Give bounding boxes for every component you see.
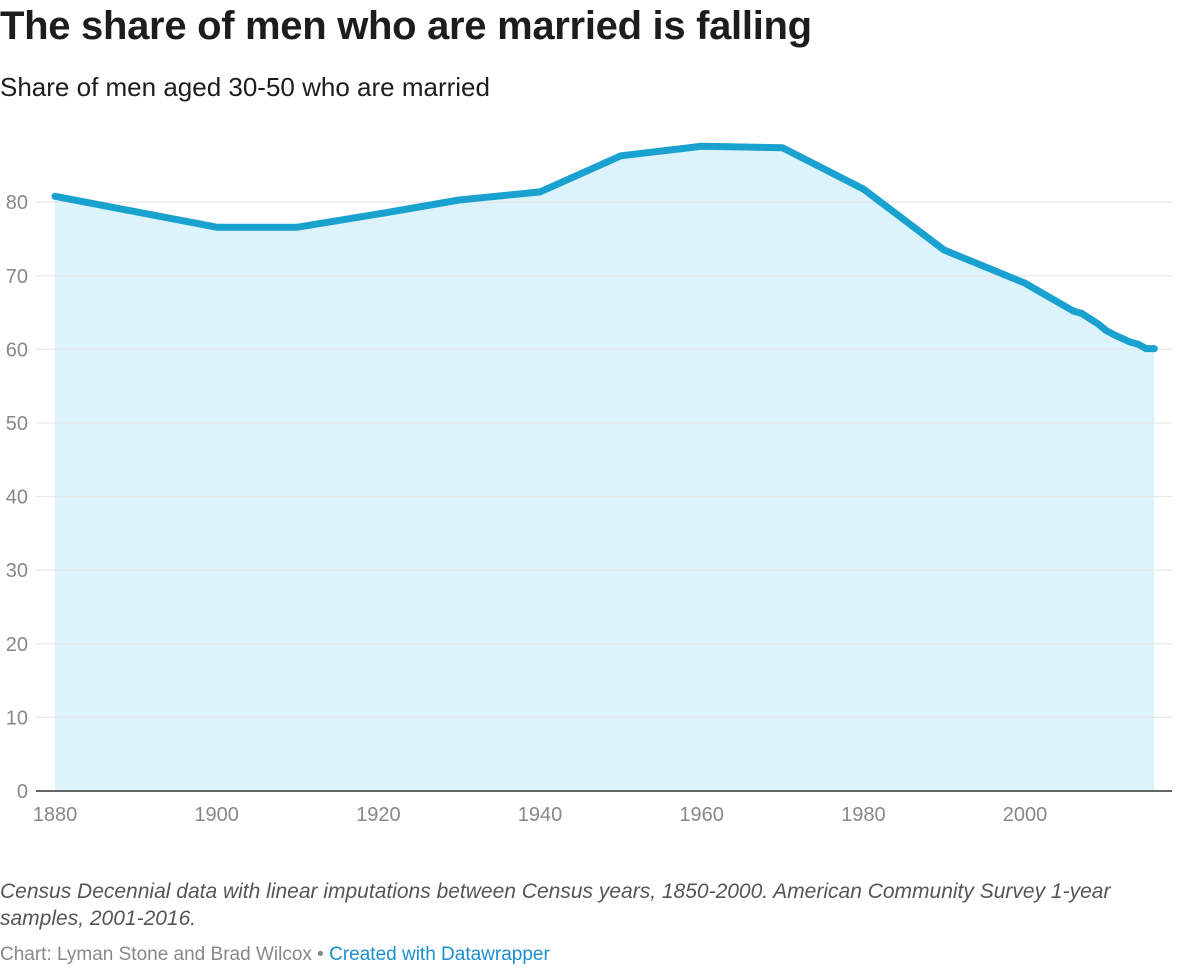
x-tick-label: 2000 <box>1003 804 1048 826</box>
x-tick-label: 1880 <box>33 804 78 826</box>
datawrapper-link[interactable]: Created with Datawrapper <box>329 944 550 965</box>
y-tick-label: 30 <box>6 560 28 582</box>
y-tick-label: 60 <box>6 339 28 361</box>
y-tick-label: 0 <box>17 781 28 803</box>
x-tick-label: 1940 <box>518 804 563 826</box>
y-tick-label: 10 <box>6 707 28 729</box>
y-tick-label: 80 <box>6 192 28 214</box>
chart-subtitle: Share of men aged 30-50 who are married <box>0 72 490 102</box>
area-fill <box>55 146 1155 791</box>
x-tick-label: 1980 <box>841 804 886 826</box>
chart-notes: Census Decennial data with linear imputa… <box>0 880 1111 930</box>
byline-source: Chart: Lyman Stone and Brad Wilcox <box>0 944 312 965</box>
y-tick-label: 50 <box>6 413 28 435</box>
x-tick-label: 1920 <box>356 804 401 826</box>
y-tick-label: 40 <box>6 487 28 509</box>
y-tick-label: 20 <box>6 634 28 656</box>
y-tick-label: 70 <box>6 266 28 288</box>
x-tick-label: 1960 <box>679 804 724 826</box>
byline: Chart: Lyman Stone and Brad Wilcox • Cre… <box>0 944 550 966</box>
x-tick-label: 1900 <box>194 804 239 826</box>
chart-title: The share of men who are married is fall… <box>0 4 812 48</box>
byline-separator: • <box>311 944 330 965</box>
